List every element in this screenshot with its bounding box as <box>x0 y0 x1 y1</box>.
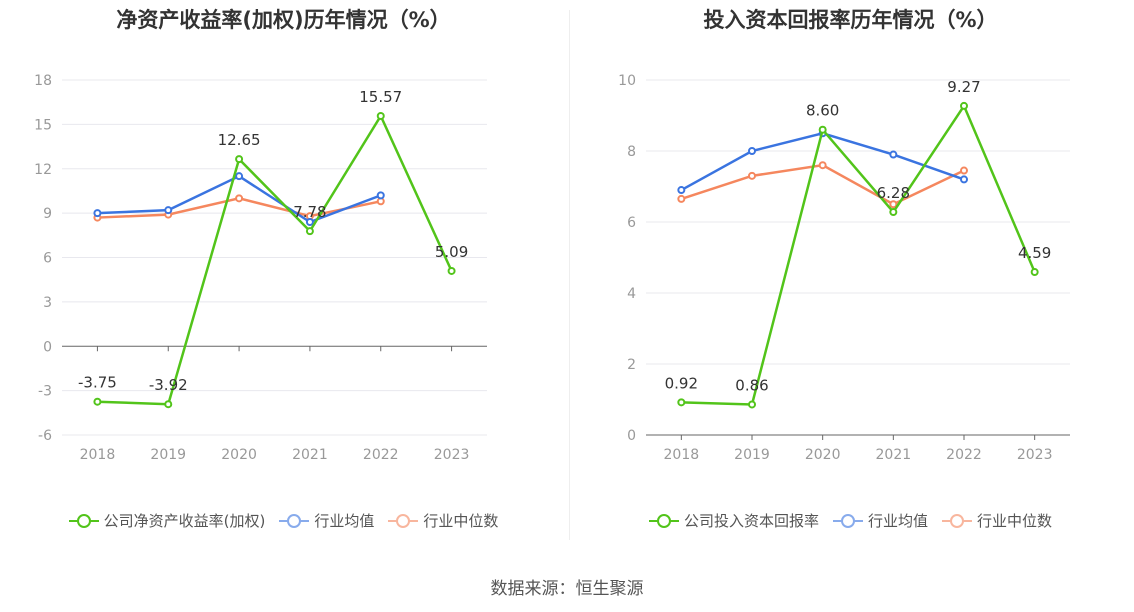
data-label: -3.75 <box>78 374 117 392</box>
x-tick-label: 2018 <box>80 447 116 463</box>
roe-line-chart: -6 -3 0 3 6 9 12 15 18 2018 2019 2020 2021 2022 2023 -3… <box>34 73 487 463</box>
data-label: 7.78 <box>293 203 326 221</box>
chart-title: 投入资本回报率历年情况（%） <box>703 8 998 32</box>
y-tick-label: 2 <box>627 357 636 373</box>
legend-item[interactable]: 公司投入资本回报率 <box>648 510 819 531</box>
data-point <box>447 266 456 275</box>
y-tick-label: 6 <box>43 251 52 267</box>
data-point <box>748 171 756 180</box>
data-point <box>305 218 314 226</box>
y-tick-label: 18 <box>34 73 52 89</box>
legend-marker-icon <box>279 513 310 528</box>
x-tick-label: 2022 <box>946 447 982 463</box>
data-label: 8.60 <box>806 102 839 120</box>
legend-item[interactable]: 行业均值 <box>279 510 374 531</box>
data-point <box>677 186 686 195</box>
data-point <box>960 166 968 175</box>
y-tick-label: 10 <box>618 73 636 89</box>
data-point <box>235 194 244 203</box>
legend-item[interactable]: 行业均值 <box>832 510 928 531</box>
data-point <box>235 172 244 181</box>
x-tick-label: 2019 <box>150 447 186 463</box>
legend-marker-icon <box>388 513 419 528</box>
data-point <box>748 400 756 409</box>
data-point <box>677 398 686 407</box>
y-tick-label: -3 <box>38 384 52 400</box>
data-point <box>93 397 102 406</box>
data-point <box>1030 268 1039 277</box>
data-label: 6.28 <box>877 184 910 202</box>
legend-marker-icon <box>648 513 679 528</box>
y-tick-label: -6 <box>38 428 52 444</box>
legend-marker-icon <box>832 513 863 528</box>
data-point <box>235 155 244 164</box>
data-point <box>818 161 827 170</box>
legend-marker-icon <box>68 513 99 528</box>
y-tick-label: 15 <box>34 117 52 133</box>
legend-label: 行业均值 <box>867 512 928 530</box>
data-point <box>960 175 968 184</box>
chart-title: 净资产收益率(加权)历年情况（%） <box>116 8 451 32</box>
x-tick-label: 2021 <box>876 447 912 463</box>
data-label: 0.86 <box>735 376 768 394</box>
data-label: -3.92 <box>149 376 188 394</box>
legend-label: 行业中位数 <box>423 512 499 530</box>
chart-legend: 公司投入资本回报率 行业均值 行业中位数 <box>567 510 1134 531</box>
legend-label: 公司投入资本回报率 <box>683 512 819 530</box>
data-label: 5.09 <box>435 243 468 261</box>
data-label: 12.65 <box>218 131 261 149</box>
data-point <box>818 125 827 134</box>
x-tick-label: 2021 <box>292 447 328 463</box>
data-point <box>376 111 385 120</box>
panel-divider <box>569 10 570 540</box>
data-point <box>164 400 173 409</box>
x-tick-label: 2022 <box>363 447 399 463</box>
series-line <box>681 103 1036 406</box>
data-point <box>93 209 102 218</box>
data-point <box>376 191 385 200</box>
data-source-note: 数据来源：恒生聚源 <box>490 579 644 599</box>
y-tick-label: 4 <box>627 286 636 302</box>
y-tick-label: 0 <box>627 428 636 444</box>
legend-label: 行业中位数 <box>977 512 1053 530</box>
chart-legend: 公司净资产收益率(加权) 行业均值 行业中位数 <box>0 510 567 531</box>
y-tick-label: 0 <box>43 339 52 355</box>
data-point <box>677 194 686 203</box>
x-tick-label: 2018 <box>664 447 700 463</box>
data-label: 15.57 <box>359 88 402 106</box>
roe-chart-panel: 净资产收益率(加权)历年情况（%） -6 -3 0 3 6 9 12 15 18 2018 2019… <box>0 0 567 560</box>
x-tick-label: 2020 <box>805 447 841 463</box>
legend-item[interactable]: 公司净资产收益率(加权) <box>68 510 266 531</box>
x-tick-label: 2023 <box>1017 447 1053 463</box>
data-label: 0.92 <box>665 374 698 392</box>
y-tick-label: 6 <box>627 215 636 231</box>
data-label: 9.27 <box>947 78 980 96</box>
data-label: 4.59 <box>1018 244 1051 262</box>
x-tick-label: 2023 <box>434 447 470 463</box>
data-point <box>889 150 898 159</box>
legend-marker-icon <box>942 513 972 528</box>
data-point <box>889 200 898 209</box>
legend-item[interactable]: 行业中位数 <box>388 510 498 531</box>
legend-label: 公司净资产收益率(加权) <box>103 512 266 530</box>
y-tick-label: 9 <box>43 206 52 222</box>
y-tick-label: 12 <box>34 162 52 178</box>
legend-item[interactable]: 行业中位数 <box>942 510 1052 531</box>
x-tick-label: 2019 <box>734 447 770 463</box>
data-point <box>305 227 314 236</box>
y-tick-label: 3 <box>43 295 52 311</box>
data-point <box>748 147 756 155</box>
legend-label: 行业均值 <box>314 512 375 530</box>
data-point <box>164 206 173 215</box>
x-tick-label: 2020 <box>221 447 257 463</box>
series-line <box>97 113 453 406</box>
roic-line-chart: 0 2 4 6 8 10 2018 2019 2020 2021 2022 2023 0.92 0.86 8… <box>618 73 1070 463</box>
data-point <box>889 208 898 217</box>
roic-chart-panel: 投入资本回报率历年情况（%） 0 2 4 6 8 10 2018 2019 2020 2021 20… <box>567 0 1134 560</box>
y-tick-label: 8 <box>627 144 636 160</box>
data-point <box>960 101 968 110</box>
